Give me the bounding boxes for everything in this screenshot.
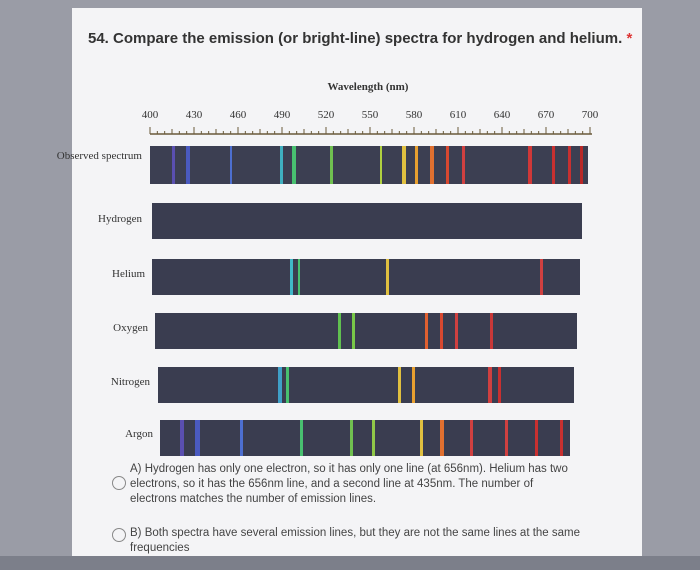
spectrum-bar — [150, 146, 588, 184]
option-text[interactable]: A) Hydrogen has only one electron, so it… — [130, 463, 568, 505]
x-tick-label: 400 — [142, 109, 159, 121]
spectrum-label: Nitrogen — [111, 376, 151, 388]
required-mark: * — [626, 30, 633, 47]
x-tick-label: 490 — [274, 109, 291, 121]
x-tick-label: 520 — [318, 109, 335, 121]
spectrum-label: Observed spectrum — [57, 150, 143, 162]
question-title: 54. Compare the emission (or bright-line… — [88, 30, 632, 47]
x-tick-label: 430 — [186, 109, 203, 121]
radio-button[interactable] — [112, 528, 126, 542]
spectrum-label: Argon — [125, 428, 153, 440]
emission-lines — [172, 146, 583, 456]
spectrum-bar — [160, 420, 570, 456]
x-tick-label: 700 — [582, 109, 599, 121]
x-tick-label: 460 — [230, 109, 247, 121]
spectrum-bar — [152, 259, 580, 295]
x-tick-label: 670 — [538, 109, 555, 121]
x-tick-label: 610 — [450, 109, 467, 121]
x-tick-label: 580 — [406, 109, 423, 121]
radio-button[interactable] — [112, 476, 126, 490]
axis-label: Wavelength (nm) — [328, 81, 409, 93]
option-text[interactable]: B) Both spectra have several emission li… — [130, 527, 581, 554]
spectrum-label: Oxygen — [113, 322, 148, 334]
spectrum-bar — [158, 367, 574, 403]
spectrum-bar — [155, 313, 577, 349]
spectrum-bar — [152, 203, 582, 239]
taskbar — [0, 556, 700, 570]
spectrum-label: Helium — [112, 268, 145, 280]
spectrum-label: Hydrogen — [98, 213, 142, 225]
title-text: 54. Compare the emission (or bright-line… — [88, 30, 623, 47]
x-tick-label: 640 — [494, 109, 511, 121]
x-tick-label: 550 — [362, 109, 379, 121]
